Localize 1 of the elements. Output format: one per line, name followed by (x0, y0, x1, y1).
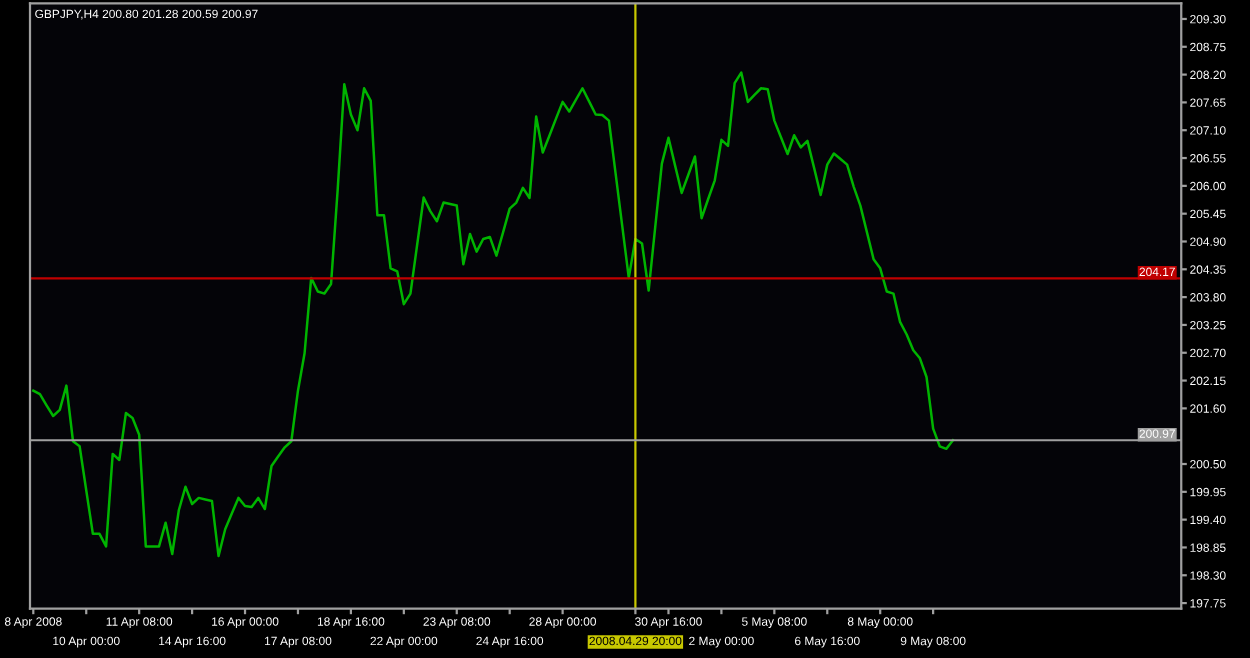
line-series (32, 71, 955, 558)
